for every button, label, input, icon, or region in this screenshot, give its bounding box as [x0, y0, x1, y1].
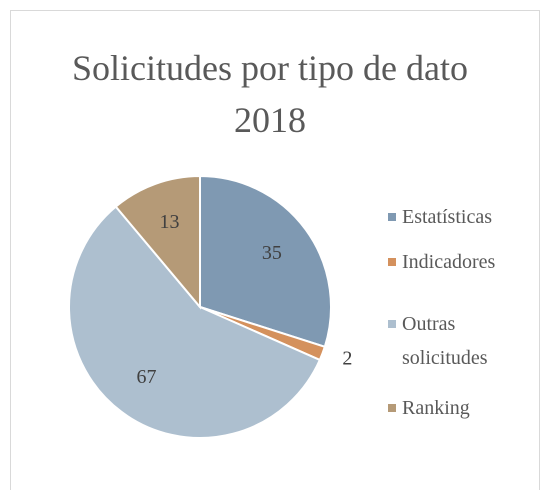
- legend-swatch: [388, 404, 396, 412]
- legend-item: Indicadores: [388, 245, 528, 279]
- legend-label: Ranking: [402, 397, 470, 419]
- legend-label: Indicadores: [402, 251, 496, 273]
- legend-item: Outras solicitudes: [388, 307, 528, 375]
- chart-title: Solicitudes por tipo de dato 2018: [72, 48, 468, 140]
- pie-slice: [114, 174, 201, 310]
- data-label: 35: [262, 242, 282, 264]
- data-label: 67: [136, 366, 156, 388]
- pie-slice: [199, 174, 332, 349]
- legend-label: Estatísticas: [402, 206, 492, 228]
- data-label: 2: [342, 347, 352, 369]
- legend-swatch: [388, 213, 396, 221]
- legend-swatch: [388, 258, 396, 266]
- data-label: 13: [160, 211, 180, 233]
- pie-slice: [68, 205, 322, 439]
- chart-frame: [10, 10, 540, 490]
- legend-label: Outras solicitudes: [402, 313, 488, 369]
- legend-item: Estatísticas: [388, 200, 528, 234]
- legend-swatch: [388, 320, 396, 328]
- legend-item: Ranking: [388, 391, 528, 425]
